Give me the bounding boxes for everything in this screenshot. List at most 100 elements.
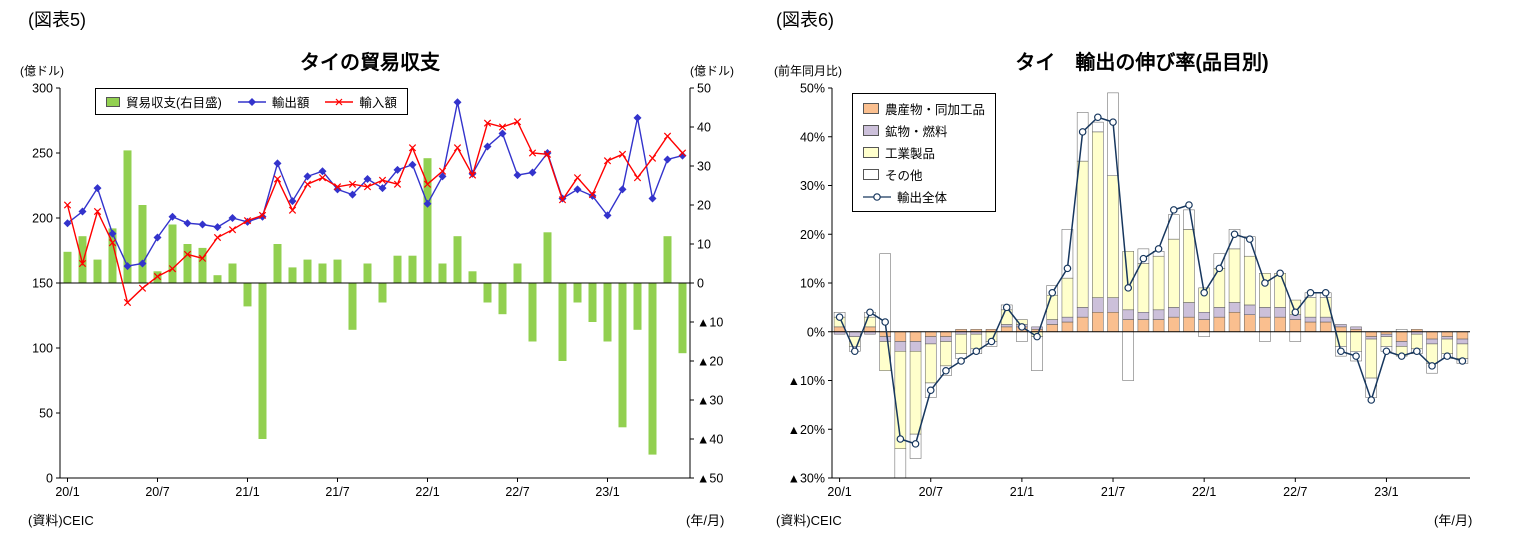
trade-balance-bar xyxy=(423,158,432,283)
trade-balance-bar xyxy=(438,263,447,283)
trade-balance-chart-title: タイの貿易収支 xyxy=(300,52,440,74)
agri-bar xyxy=(1152,319,1165,332)
trade-balance-bar xyxy=(138,205,147,283)
industry-bar xyxy=(1441,338,1453,354)
x-axis-tick-label: 23/1 xyxy=(595,485,619,499)
x-axis-tick-label: 20/1 xyxy=(827,485,851,499)
minerals-bar xyxy=(1152,309,1165,320)
secondary-y-axis-tick-label: ▲20 xyxy=(697,355,723,369)
x-axis-tick-label: 22/1 xyxy=(415,485,439,499)
secondary-y-axis-tick-label: 50 xyxy=(697,82,711,96)
industry-bar xyxy=(1107,175,1119,298)
trade-balance-bar xyxy=(258,283,267,439)
trade-balance-bar xyxy=(513,263,522,283)
trade-balance-bar xyxy=(288,267,297,283)
trade-balance-bar xyxy=(408,255,417,283)
x-axis-tick-label: 20/7 xyxy=(145,485,169,499)
agri-bar xyxy=(924,331,937,337)
trade-balance-bar xyxy=(363,263,372,283)
y-axis-tick-label: 20% xyxy=(800,228,825,242)
industry-bar xyxy=(970,333,983,350)
exports-line-icon xyxy=(237,97,266,107)
trade-balance-bar xyxy=(648,283,657,455)
trade-balance-bar xyxy=(93,259,102,283)
agri-bar xyxy=(1092,312,1104,332)
legend-item: 貿易収支(右目盛) xyxy=(106,92,222,111)
x-axis-tick-label: 21/7 xyxy=(325,485,349,499)
other-bar xyxy=(1016,331,1028,342)
agri-bar xyxy=(879,331,891,337)
y-axis-tick-label: 50% xyxy=(800,82,825,96)
legend-item: 農産物・同加工品 xyxy=(863,99,985,118)
industry-bar xyxy=(940,341,952,367)
agri-bar xyxy=(1426,331,1438,340)
imports-line-icon xyxy=(325,97,354,107)
industry-bar xyxy=(1046,294,1059,320)
agri-bar xyxy=(1183,316,1195,332)
minerals-bar xyxy=(1274,307,1286,318)
trade-balance-legend: 貿易収支(右目盛) 輸出額 輸入額 xyxy=(95,88,408,115)
industry-bar xyxy=(955,333,967,354)
industry-bar xyxy=(1137,263,1150,313)
industry-bar xyxy=(1350,331,1362,352)
trade-balance-bar xyxy=(78,236,87,283)
secondary-y-axis-tick-label: 0 xyxy=(697,277,704,291)
other-bar xyxy=(1198,331,1210,337)
y-axis-tick-label: 10% xyxy=(800,277,825,291)
minerals-bar xyxy=(1380,333,1393,337)
trade-balance-bar xyxy=(123,150,132,283)
other-bar xyxy=(1259,331,1271,342)
agri-bar xyxy=(1000,326,1013,332)
minerals-bar xyxy=(1456,338,1469,345)
minerals-bar xyxy=(1335,324,1347,328)
trade-balance-bar xyxy=(543,232,552,283)
other-bar xyxy=(1228,229,1241,250)
minerals-bar xyxy=(1137,312,1150,320)
trade-balance-bar xyxy=(108,228,117,283)
trade-balance-bar xyxy=(333,259,342,283)
industry-bar xyxy=(1426,343,1438,364)
legend-label: その他 xyxy=(885,169,923,183)
industry-bar xyxy=(1411,333,1423,350)
y-axis-tick-label: 250 xyxy=(32,147,53,161)
agri-bar xyxy=(909,331,922,342)
export-growth-chart: 50% 40% 30% 20% 10% 0% ▲10% ▲20% ▲30%20/1 20/7 21/… xyxy=(788,82,1470,499)
minerals-swatch-icon xyxy=(863,125,879,136)
left-source: (資料)CEIC xyxy=(28,513,94,528)
agri-bar xyxy=(1456,331,1469,340)
x-axis-tick-label: 20/7 xyxy=(919,485,943,499)
minerals-bar xyxy=(1168,307,1180,318)
other-bar xyxy=(1031,336,1043,371)
trade-balance-bar xyxy=(573,283,582,303)
minerals-bar xyxy=(1122,309,1134,320)
industry-bar xyxy=(1152,255,1165,311)
legend-item: 工業製品 xyxy=(863,143,985,162)
trade-balance-bar xyxy=(558,283,567,361)
industry-bar xyxy=(1183,229,1195,303)
trade-balance-bar xyxy=(483,283,492,303)
legend-label: 輸入額 xyxy=(359,96,397,110)
trade-balance-bar xyxy=(588,283,597,322)
x-axis-tick-label: 20/1 xyxy=(55,485,79,499)
trade-balance-bar xyxy=(618,283,627,428)
imports-line xyxy=(63,118,687,307)
trade-balance-bar xyxy=(243,283,252,307)
other-bar xyxy=(1168,214,1180,240)
right-source: (資料)CEIC xyxy=(776,513,842,528)
agri-bar xyxy=(1228,312,1241,332)
y-axis-tick-label: 100 xyxy=(32,342,53,356)
minerals-bar xyxy=(940,336,952,342)
other-bar xyxy=(1107,92,1119,176)
other-bar xyxy=(1061,229,1074,279)
agri-bar xyxy=(1107,312,1119,332)
export-growth-chart-title: タイ 輸出の伸び率(品目別) xyxy=(1015,52,1269,74)
right-chart-y-axis-unit: (前年同月比) xyxy=(774,64,842,78)
legend-label: 輸出額 xyxy=(271,96,310,110)
legend-item: 輸出額 xyxy=(237,92,310,111)
other-bar xyxy=(894,448,907,479)
legend-label: 鉱物・燃料 xyxy=(885,125,948,139)
y-axis-tick-label: 150 xyxy=(32,277,53,291)
agri-bar xyxy=(1243,314,1256,332)
minerals-bar xyxy=(1092,297,1104,313)
minerals-bar xyxy=(1198,312,1210,320)
